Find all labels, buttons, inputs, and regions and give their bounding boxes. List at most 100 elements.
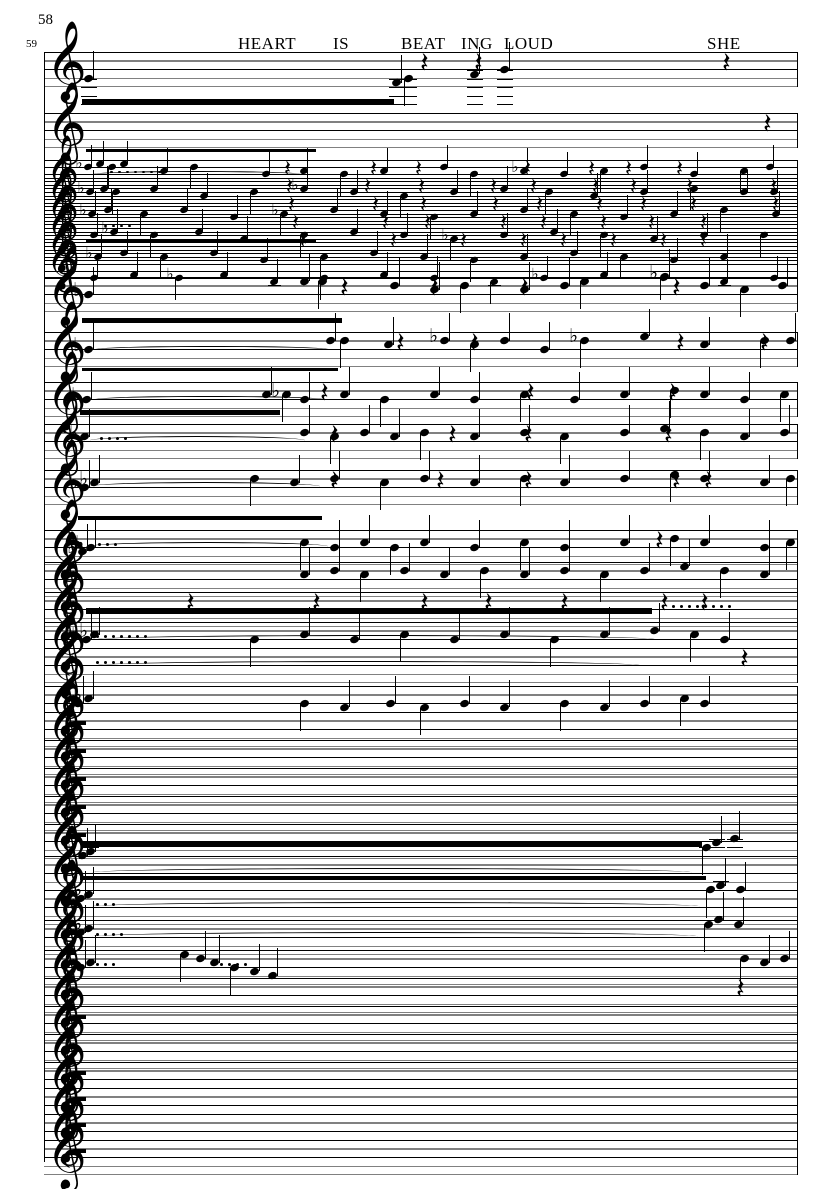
note-stem [377,230,379,253]
note-stem [392,317,394,345]
note-stem [648,675,650,704]
ledger-line [726,838,744,840]
note-stem [398,409,400,437]
note-stem [88,409,90,437]
augmentation-dot [96,634,100,639]
note-stem [724,858,726,886]
whole-rest-icon [74,1014,86,1019]
quarter-rest-icon: 𝄽 [690,191,698,218]
ledger-line [487,285,501,287]
note-stem [722,892,724,920]
staff-end-barline [797,178,799,207]
quarter-rest-icon: 𝄽 [648,209,656,236]
quarter-rest-icon: 𝄽 [672,271,681,305]
staff-end-barline [797,648,799,684]
flat-accidental-icon: ♭ [69,471,79,494]
flat-accidental-icon: ♭ [65,917,75,940]
note-stem [360,574,362,603]
note-stem [269,151,271,174]
note-stem [91,144,93,167]
note-stem [447,144,449,167]
note-stem [93,169,95,192]
beam [80,410,280,416]
quarter-rest-icon: 𝄽 [340,271,349,305]
ledger-line [698,847,716,849]
quarter-rest-icon: 𝄽 [484,586,493,620]
note-stem [387,191,389,214]
staff-end-barline [797,1062,799,1098]
note-stem [578,371,580,400]
note-stem [103,141,105,164]
augmentation-dot [112,634,116,639]
note-stem [608,679,610,708]
note-stem [478,46,480,75]
note-stem [608,607,610,635]
ledger-line [267,285,281,287]
note-stem [337,187,339,210]
note-stem [380,399,382,427]
quarter-rest-icon: 𝄽 [418,173,426,200]
staff-end-barline [797,250,799,279]
augmentation-dot [212,962,216,967]
note-stem [700,432,702,461]
note-stem [218,935,220,963]
quarter-rest-icon: 𝄽 [490,173,498,200]
slur [92,395,327,405]
whole-rest-icon [74,1096,86,1101]
staff-lines [44,562,797,598]
note-stem [92,901,94,929]
note-stem [580,340,582,369]
note-stem [340,174,342,197]
note-stem [628,405,630,433]
whole-rest-icon [74,1148,86,1153]
note-stem [748,371,750,400]
note-stem [680,698,682,727]
note-stem [744,862,746,890]
note-stem [786,542,788,571]
note-stem [628,367,630,395]
staff-end-barline [797,740,799,776]
ledger-line [717,285,731,287]
ledger-line [466,95,484,97]
note-stem [112,192,114,215]
ledger-line [466,87,484,89]
note-stem [508,679,510,708]
note-stem [300,542,302,571]
quarter-rest-icon: 𝄽 [420,586,429,620]
note-stem [230,967,232,995]
note-stem [520,478,522,507]
whole-rest-icon [74,804,86,809]
quarter-rest-icon: 𝄽 [625,155,633,182]
note-stem [600,170,602,193]
staff-lines [44,113,797,149]
note-stem [127,230,129,253]
quarter-rest-icon: 𝄽 [448,418,457,452]
note-stem [358,611,360,640]
beam [86,148,316,152]
note-stem [708,675,710,704]
note-stem [720,815,722,844]
quarter-rest-icon: 𝄽 [372,191,380,218]
note-stem [560,703,562,731]
staff-end-barline [797,214,799,243]
quarter-rest-icon: 𝄽 [700,227,708,254]
quarter-rest-icon: 𝄽 [740,642,749,676]
note-stem [768,935,770,963]
note-stem [648,543,650,571]
note-stem [580,281,582,309]
note-stem [568,543,570,571]
quarter-rest-icon: 𝄽 [676,326,685,360]
note-stem [480,570,482,599]
note-stem [428,515,430,543]
ledger-line [388,104,406,106]
augmentation-dot [104,224,107,228]
note-stem [227,252,229,275]
quarter-rest-icon: 𝄽 [526,376,535,410]
flat-accidental-icon: ♭ [101,218,109,237]
note-stem [547,255,549,278]
note-stem [394,675,396,704]
note-stem [308,371,310,400]
beam [82,842,702,848]
note-stem [768,519,770,548]
quarter-rest-icon: 𝄽 [474,49,483,78]
